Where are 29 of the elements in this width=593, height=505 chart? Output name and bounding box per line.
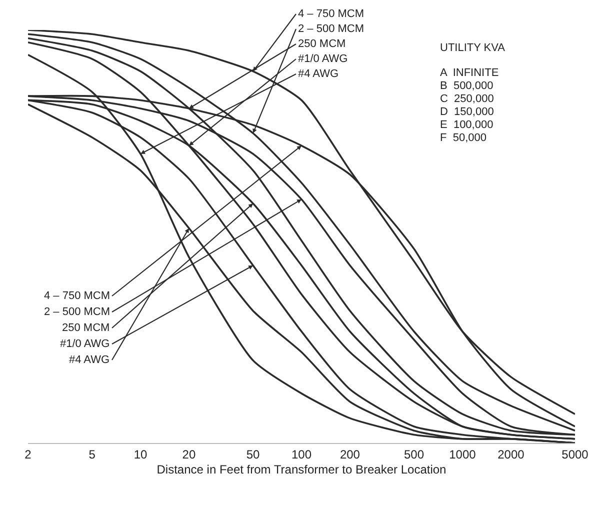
x-tick-label: 20 — [182, 447, 196, 462]
annotation: 250 MCM — [62, 322, 110, 334]
x-axis-title: Distance in Feet from Transformer to Breaker Location — [156, 462, 446, 476]
x-tick-label: 2000 — [498, 447, 525, 462]
x-tick-label: 500 — [404, 447, 424, 462]
annotation: 250 MCM — [298, 38, 346, 50]
x-tick-label: 2 — [24, 447, 32, 462]
annotation: E 100,000 — [440, 119, 494, 131]
annotation: #1/0 AWG — [298, 53, 348, 65]
annotation: #4 AWG — [298, 68, 339, 80]
annotation: B 500,000 — [440, 80, 494, 92]
annotation: A INFINITE — [440, 67, 499, 79]
annotation: #1/0 AWG — [60, 338, 110, 350]
annotation: D 150,000 — [440, 106, 494, 118]
x-tick-label: 1000 — [449, 447, 476, 462]
annotation: 4 – 750 MCM — [298, 8, 364, 20]
x-tick-label: 5 — [88, 447, 96, 462]
annotation: F 50,000 — [440, 132, 486, 144]
x-tick-label: 200 — [340, 447, 360, 462]
annotation: #4 AWG — [69, 354, 110, 366]
x-tick-label: 50 — [246, 447, 260, 462]
annotation: C 250,000 — [440, 93, 494, 105]
x-tick-label: 100 — [291, 447, 312, 462]
annotation: 2 – 500 MCM — [44, 306, 110, 318]
x-tick-label: 10 — [134, 447, 148, 462]
x-tick-label: 5000 — [562, 447, 589, 462]
annotation: 2 – 500 MCM — [298, 23, 364, 35]
annotation: UTILITY KVA — [440, 42, 506, 54]
annotation: 4 – 750 MCM — [44, 290, 110, 302]
